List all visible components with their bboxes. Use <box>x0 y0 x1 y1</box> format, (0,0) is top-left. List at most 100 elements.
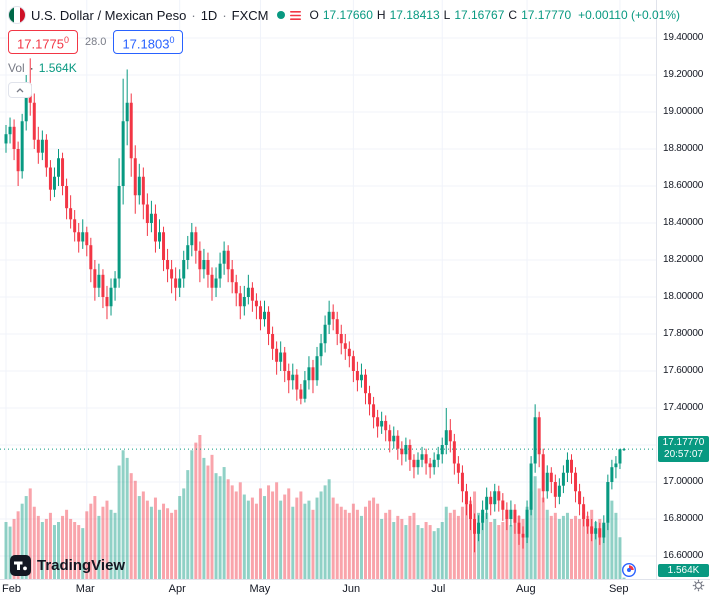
price-tick-label: 18.60000 <box>663 180 704 191</box>
sell-price-button[interactable]: 17.17750 <box>8 30 79 55</box>
candle-body <box>473 519 477 534</box>
candle-body <box>230 269 234 283</box>
candle-body <box>529 463 533 510</box>
volume-bar <box>101 506 105 580</box>
candle-body <box>368 393 372 405</box>
volume-bar <box>489 522 493 580</box>
close-value: 17.17770 <box>521 8 572 22</box>
month-label: May <box>249 583 271 595</box>
spread-value: 28.0 <box>85 36 107 49</box>
volume-bar <box>594 522 598 580</box>
volume-bar <box>335 503 339 580</box>
timeframe-label[interactable]: 1D <box>200 7 218 23</box>
volume-bar <box>65 509 69 580</box>
candle-body <box>493 491 497 505</box>
candle-body <box>242 297 246 307</box>
candle-body <box>614 463 618 468</box>
volume-bar <box>170 512 174 580</box>
month-label: Jul <box>431 583 446 595</box>
candle-body <box>448 430 452 442</box>
candle-body <box>250 287 254 301</box>
volume-bar <box>622 577 626 580</box>
high-value: 17.18413 <box>389 8 440 22</box>
buy-price-button[interactable]: 17.18030 <box>113 30 184 55</box>
volume-bar <box>513 522 517 580</box>
candle-body <box>384 420 388 431</box>
candle-body <box>52 176 56 190</box>
candle-body <box>101 274 105 297</box>
candle-body <box>432 459 436 468</box>
candle-body <box>48 167 52 190</box>
candle-body <box>283 352 287 371</box>
exchange-label[interactable]: FXCM <box>231 7 269 23</box>
volume-bar <box>271 491 275 580</box>
volume-bar <box>182 488 186 580</box>
volume-bar <box>315 497 319 580</box>
volume-row: Vol · 1.564K <box>8 61 680 75</box>
volume-bar <box>376 503 380 580</box>
candle-body <box>436 454 440 460</box>
candle-body <box>549 472 553 482</box>
volume-bar <box>392 522 396 580</box>
volume-bar <box>319 491 323 580</box>
volume-bar <box>299 491 303 580</box>
volume-bar <box>16 511 20 580</box>
volume-bar <box>109 509 113 580</box>
candle-body <box>275 348 279 362</box>
volume-bar <box>448 512 452 580</box>
collapse-legend-button[interactable] <box>8 82 32 99</box>
candle-body <box>400 448 404 455</box>
volume-bar <box>202 457 206 580</box>
volume-bar <box>28 488 32 580</box>
candle-body <box>198 250 202 270</box>
volume-bar <box>230 485 234 580</box>
volume-bar <box>481 515 485 580</box>
volume-bar <box>436 528 440 580</box>
candle-body <box>105 297 109 307</box>
volume-bar <box>157 509 161 580</box>
candle-body <box>372 404 376 418</box>
candle-body <box>347 348 351 357</box>
volume-bar <box>537 488 541 580</box>
volume-bar <box>469 500 473 580</box>
candle-body <box>485 496 489 510</box>
candle-body <box>61 158 65 186</box>
volume-bar <box>283 494 287 580</box>
volume-bar <box>246 500 250 580</box>
candle-body <box>210 274 214 288</box>
month-label: Feb <box>2 583 21 595</box>
volume-bar <box>501 522 505 580</box>
candle-body <box>206 260 210 275</box>
candle-body <box>343 343 347 349</box>
tradingview-logo[interactable]: TradingView <box>10 555 125 576</box>
candle-body <box>396 435 400 449</box>
symbol-title[interactable]: U.S. Dollar / Mexican Peso <box>31 7 187 23</box>
candle-body <box>271 334 275 349</box>
news-list-icon[interactable] <box>289 10 301 21</box>
volume-bar <box>404 525 408 580</box>
settings-gear-icon[interactable] <box>692 579 705 597</box>
volume-bar <box>525 506 529 580</box>
candle-body <box>36 139 40 153</box>
volume-bar <box>529 491 533 580</box>
volume-bar <box>291 506 295 580</box>
price-tick-label: 17.40000 <box>663 402 704 413</box>
price-axis[interactable]: 17.17770 20:57:07 1.564K 19.40000 19.2000… <box>656 0 710 580</box>
volume-bar <box>198 435 202 580</box>
volume-bar <box>137 496 141 580</box>
volume-bar <box>32 506 36 580</box>
volume-bar <box>384 512 388 580</box>
volume-bar <box>117 465 121 580</box>
volume-bar <box>263 496 267 580</box>
volume-bar <box>521 518 525 580</box>
candle-body <box>412 459 416 468</box>
time-axis[interactable]: Feb Mar Apr May Jun Jul Aug Sep <box>0 579 710 600</box>
candlestick-chart[interactable] <box>0 0 656 580</box>
volume-bar <box>464 503 468 580</box>
market-status-icon[interactable] <box>276 11 285 19</box>
volume-bar <box>355 509 359 580</box>
month-label: Sep <box>608 583 629 595</box>
candle-body <box>113 278 117 288</box>
candle-body <box>327 311 331 325</box>
volume-bar <box>267 485 271 580</box>
